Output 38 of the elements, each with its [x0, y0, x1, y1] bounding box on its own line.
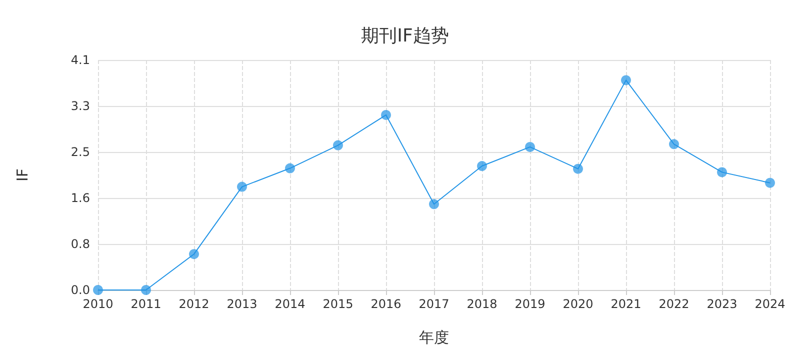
x-tick-label: 2019	[514, 297, 546, 311]
point	[429, 199, 439, 210]
y-axis-title: IF	[14, 168, 32, 182]
x-tick-label: 2018	[466, 297, 498, 311]
x-tick-label: 2023	[706, 297, 738, 311]
point	[141, 285, 151, 295]
y-tick-label: 4.1	[70, 53, 90, 67]
point	[333, 140, 343, 150]
x-tick-label: 2024	[754, 297, 786, 311]
y-tick-label: 0.0	[70, 283, 90, 297]
x-tick-label: 2017	[418, 297, 450, 311]
point	[477, 161, 487, 172]
x-tick-label: 2021	[610, 297, 642, 311]
point	[189, 249, 199, 260]
point	[573, 164, 583, 174]
point	[237, 182, 247, 192]
x-tick-label: 2015	[322, 297, 354, 311]
x-tick-label: 2022	[658, 297, 690, 311]
x-tick-label: 2013	[226, 297, 258, 311]
x-axis-title: 年度	[419, 328, 449, 346]
y-tick-label: 2.5	[70, 145, 90, 159]
x-tick-label: 2012	[178, 297, 210, 311]
x-tick-label: 2014	[274, 297, 306, 311]
x-tick-label: 2016	[370, 297, 402, 311]
point	[285, 163, 295, 174]
point	[765, 178, 775, 188]
point	[717, 167, 727, 178]
y-tick-label: 0.8	[70, 237, 90, 251]
x-tick-label: 2011	[130, 297, 162, 311]
point	[669, 139, 679, 150]
x-tick-label: 2010	[82, 297, 114, 311]
chart-title: 期刊IF趋势	[361, 26, 449, 46]
point	[621, 75, 631, 86]
y-tick-label: 3.3	[70, 99, 90, 113]
x-tick-label: 2020	[562, 297, 594, 311]
point	[525, 142, 535, 152]
point	[381, 110, 391, 120]
y-tick-label: 1.6	[70, 191, 90, 205]
